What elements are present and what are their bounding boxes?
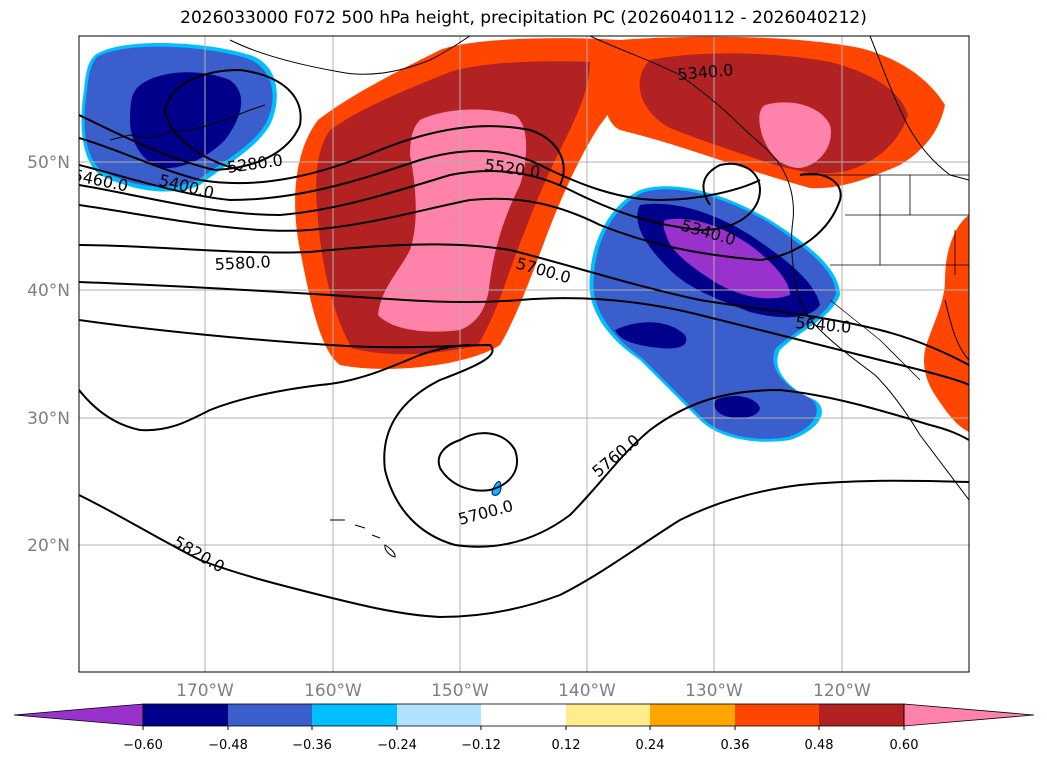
precip-positive-anomaly-west-coast bbox=[924, 215, 969, 432]
colorbar-bin-2 bbox=[228, 704, 312, 726]
lon-label-160w: 160°W bbox=[304, 681, 362, 701]
lon-label-130w: 130°W bbox=[685, 681, 743, 701]
latitude-labels: 50°N 40°N 30°N 20°N bbox=[27, 153, 70, 556]
colorbar-bin-5 bbox=[481, 704, 566, 726]
precip-positive-anomaly-gulf-alaska bbox=[604, 36, 945, 189]
colorbar-tick-label: 0.48 bbox=[804, 738, 834, 753]
lon-label-150w: 150°W bbox=[431, 681, 489, 701]
longitude-labels: 170°W 160°W 150°W 140°W 130°W 120°W bbox=[176, 681, 871, 701]
lat-label-30: 30°N bbox=[27, 409, 70, 429]
contour-label-5640: 5640.0 bbox=[795, 313, 852, 337]
lon-label-140w: 140°W bbox=[558, 681, 616, 701]
colorbar-bin-7 bbox=[650, 704, 735, 726]
map-coastlines bbox=[109, 36, 969, 558]
precip-negative-anomaly-northeast bbox=[589, 186, 840, 442]
colorbar-bin-4 bbox=[397, 704, 481, 726]
contour-label-5340-north: 5340.0 bbox=[677, 60, 734, 84]
lon-label-120w: 120°W bbox=[813, 681, 871, 701]
map-plot-area: 5460.0 5400.0 5280.0 5520.0 5340.0 5580.… bbox=[79, 36, 969, 672]
colorbar-tick-label: −0.60 bbox=[123, 738, 163, 753]
colorbar-tick-label: 0.24 bbox=[635, 738, 665, 753]
colorbar-tick-label: 0.12 bbox=[551, 738, 581, 753]
map-gridlines bbox=[79, 36, 969, 672]
colorbar-tick-label: −0.48 bbox=[208, 738, 248, 753]
colorbar-bin-3 bbox=[312, 704, 397, 726]
colorbar bbox=[13, 703, 1035, 730]
map-frame bbox=[78, 35, 970, 673]
colorbar-tick-label: −0.24 bbox=[377, 738, 417, 753]
colorbar-min-extend bbox=[13, 703, 144, 727]
lat-label-20: 20°N bbox=[27, 536, 70, 556]
colorbar-tick-label: −0.36 bbox=[292, 738, 332, 753]
colorbar-max-extend bbox=[903, 703, 1035, 727]
precip-positive-anomaly-central bbox=[295, 38, 629, 369]
map-title: 2026033000 F072 500 hPa height, precipit… bbox=[180, 8, 867, 28]
colorbar-bin-6 bbox=[566, 704, 650, 726]
height-contours bbox=[79, 68, 969, 619]
lat-label-50: 50°N bbox=[27, 153, 70, 173]
colorbar-bin-8 bbox=[735, 704, 819, 726]
colorbar-tick-label: 0.60 bbox=[889, 738, 919, 753]
colorbar-bin-1 bbox=[143, 704, 228, 726]
colorbar-tick-label: −0.12 bbox=[461, 738, 501, 753]
colorbar-tick-label: 0.36 bbox=[720, 738, 750, 753]
lat-label-40: 40°N bbox=[27, 281, 70, 301]
lon-label-170w: 170°W bbox=[176, 681, 234, 701]
colorbar-bin-9 bbox=[819, 704, 904, 726]
precip-negative-anomaly-northwest bbox=[81, 42, 277, 192]
contour-label-5580: 5580.0 bbox=[214, 252, 271, 274]
